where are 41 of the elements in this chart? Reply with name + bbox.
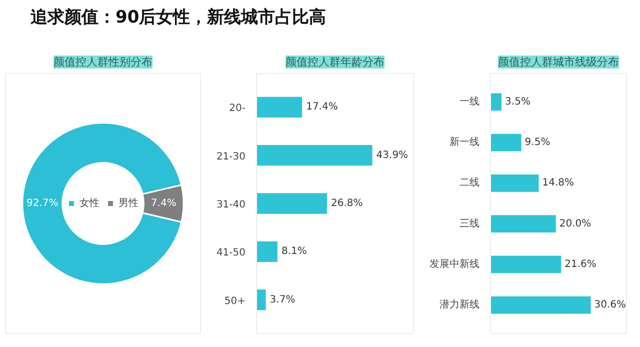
bar (256, 144, 374, 167)
chart-title: 颜值控人群年龄分布 (286, 56, 384, 68)
bar (490, 254, 562, 274)
text: 追求颜值：90后女性，新线城市占比高 (30, 8, 326, 28)
y-tick-label: 三线 (460, 217, 480, 230)
bar (490, 132, 522, 152)
data-label: 30.6% (594, 300, 626, 311)
data-label: 17.4% (306, 102, 338, 113)
y-tick-label: 潜力新线 (440, 298, 480, 311)
chart-title: 颜值控人群性别分布 (54, 56, 152, 68)
y-tick-label: 发展中新线 (430, 258, 480, 270)
y-tick-label: 50+ (224, 296, 246, 307)
y-tick-label: 二线 (460, 176, 480, 189)
data-label: 8.1% (281, 246, 307, 258)
legend-label: 男性 (118, 196, 138, 210)
data-label: 3.7% (270, 294, 296, 306)
data-label: 7.4% (150, 198, 176, 209)
data-label: 21.6% (564, 258, 596, 270)
bar (256, 192, 328, 215)
bar (490, 214, 557, 234)
bar (490, 174, 540, 193)
data-label: 14.8% (542, 178, 574, 189)
data-label: 92.7% (26, 198, 58, 209)
bar (256, 240, 278, 263)
bar (490, 92, 503, 112)
y-tick-label: 21-30 (216, 151, 246, 162)
bar (256, 288, 267, 312)
data-label: 9.5% (524, 137, 550, 148)
y-tick-label: 31-40 (216, 200, 246, 210)
y-tick-label: 新一线 (450, 136, 480, 148)
data-label: 43.9% (376, 150, 408, 161)
y-tick-label: 20- (229, 103, 246, 114)
chart-title: 颜值控人群城市线级分布 (498, 56, 619, 68)
bar (490, 295, 592, 315)
y-tick-label: 一线 (460, 95, 480, 108)
data-label: 26.8% (330, 198, 363, 209)
legend-label: 女性 (80, 196, 100, 210)
data-label: 3.5% (505, 96, 530, 108)
bar (256, 96, 304, 119)
data-label: 20.0% (559, 218, 592, 230)
y-tick-label: 41-50 (216, 248, 246, 259)
